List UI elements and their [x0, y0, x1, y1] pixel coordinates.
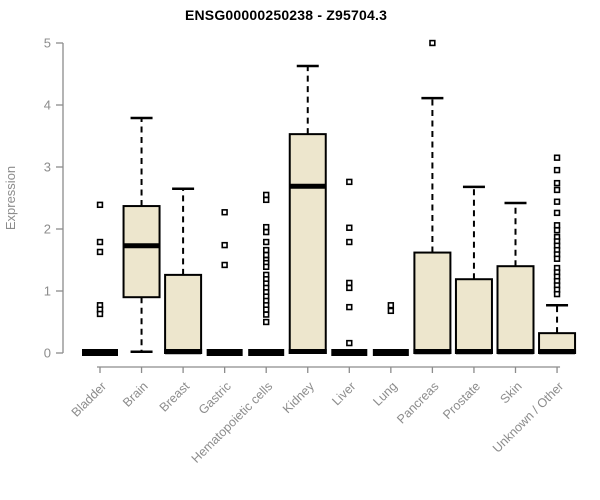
x-axis-category-label-prostate: Prostate [440, 379, 483, 422]
y-axis-title: Expression [3, 165, 18, 231]
outlier-point [553, 222, 561, 229]
outlier-point [387, 302, 395, 309]
x-axis-category-label-liver: Liver [329, 379, 358, 408]
outlier-point [553, 198, 561, 205]
outlier-point [262, 263, 270, 271]
box-rect [122, 205, 161, 299]
outlier-point [262, 223, 270, 231]
y-axis-tick-label: 5 [44, 36, 51, 51]
x-axis-category-label-bladder: Bladder [69, 379, 109, 419]
outlier-point [96, 310, 104, 318]
x-axis-category-label-kidney: Kidney [280, 379, 317, 416]
box-rect [496, 265, 535, 355]
box-rect [288, 133, 327, 354]
outlier-point [553, 154, 561, 161]
x-axis-category-label-skin: Skin [498, 379, 525, 406]
zero-bar [82, 349, 118, 356]
box-group-hematopoietic-cells [248, 191, 285, 356]
outlier-point [346, 224, 353, 231]
outlier-point [553, 166, 561, 174]
outlier-point [262, 251, 270, 259]
y-axis-tick-label: 1 [44, 284, 51, 299]
zero-bar [372, 349, 409, 356]
outlier-point [221, 209, 228, 216]
outlier-point [96, 201, 104, 209]
outlier-point [262, 318, 270, 326]
outlier-point [221, 241, 228, 249]
x-axis-category-label-hematopoietic-cells: Hematopoietic cells [189, 379, 276, 466]
outlier-point [553, 186, 561, 194]
box-group-bladder [82, 201, 118, 356]
outlier-point [262, 191, 270, 199]
zero-bar [206, 349, 243, 356]
y-axis-tick-label: 2 [44, 222, 51, 237]
box-rect [454, 278, 493, 354]
outlier-point [553, 209, 561, 217]
box-group-liver [331, 178, 368, 356]
outlier-point [346, 303, 353, 311]
box-group-lung [372, 302, 409, 356]
zero-bar [248, 349, 285, 356]
outlier-point [346, 238, 353, 246]
outlier-point [262, 196, 270, 204]
box-rect [413, 251, 452, 354]
x-axis-category-label-brain: Brain [120, 379, 151, 410]
outlier-point [346, 279, 353, 287]
box-group-unknown-other [538, 154, 577, 355]
box-group-prostate [454, 185, 493, 355]
outlier-point [553, 290, 561, 298]
outlier-point [553, 227, 561, 234]
x-axis-category-label-breast: Breast [157, 379, 193, 415]
box-group-pancreas [413, 39, 452, 355]
outlier-point [429, 39, 436, 47]
outlier-point [262, 246, 270, 254]
box-rect [164, 273, 203, 355]
box-group-breast [164, 187, 203, 355]
outlier-point [96, 248, 104, 256]
outlier-point [262, 228, 270, 236]
zero-bar [331, 349, 368, 356]
box-group-kidney [288, 64, 327, 354]
outlier-point [262, 306, 270, 313]
outlier-point [553, 179, 561, 187]
outlier-point [262, 311, 270, 318]
box-group-brain [122, 116, 161, 354]
x-axis-category-label-unknown-other: Unknown / Other [490, 379, 566, 455]
y-axis-tick-label: 0 [44, 346, 51, 361]
outlier-point [96, 238, 104, 246]
outlier-point [553, 255, 561, 262]
x-axis-category-label-gastric: Gastric [196, 379, 234, 417]
outlier-point [346, 178, 353, 186]
outlier-point [346, 339, 353, 347]
outlier-point [262, 238, 270, 246]
y-axis-tick-label: 4 [44, 98, 51, 113]
chart-title: ENSG00000250238 - Z95704.3 [184, 7, 388, 23]
x-axis-category-label-lung: Lung [370, 379, 400, 409]
box-group-skin [496, 201, 535, 355]
box-group-gastric [206, 209, 243, 356]
outlier-point [221, 261, 228, 269]
x-axis-category-label-pancreas: Pancreas [394, 379, 441, 426]
outlier-point [346, 284, 353, 292]
outlier-point [387, 307, 395, 315]
y-axis-tick-label: 3 [44, 160, 51, 175]
